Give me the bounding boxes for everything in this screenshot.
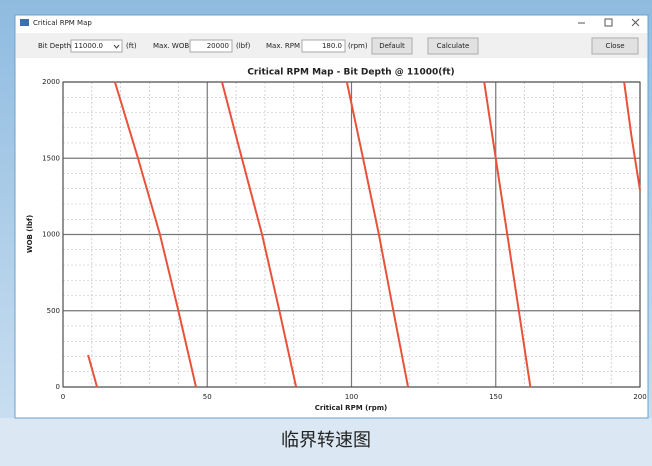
app-icon (20, 19, 29, 26)
max-rpm-label: Max. RPM (266, 42, 300, 50)
x-tick-label: 150 (489, 393, 502, 401)
bit-depth-label: Bit Depth (38, 42, 71, 50)
y-tick-label: 1500 (42, 154, 60, 162)
x-tick-label: 0 (61, 393, 65, 401)
y-axis-label: WOB (lbf) (26, 215, 34, 253)
window-title: Critical RPM Map (33, 19, 92, 27)
max-wob-label: Max. WOB (153, 42, 189, 50)
calculate-button-label: Calculate (437, 42, 470, 50)
close-button-label: Close (605, 42, 624, 50)
x-tick-label: 200 (633, 393, 646, 401)
x-tick-label: 100 (345, 393, 358, 401)
y-tick-label: 500 (47, 307, 60, 315)
page: {"window": {"title": "Critical RPM Map"}… (0, 0, 652, 466)
default-button-label: Default (379, 42, 405, 50)
max-rpm-unit: (rpm) (348, 42, 368, 50)
y-tick-label: 0 (56, 383, 60, 391)
max-rpm-value: 180.0 (322, 42, 342, 50)
caption: 临界转速图 (281, 430, 371, 451)
bit-depth-unit: (ft) (126, 42, 137, 50)
x-tick-label: 50 (203, 393, 212, 401)
max-wob-value: 20000 (207, 42, 229, 50)
x-axis-label: Critical RPM (rpm) (315, 404, 388, 412)
screenshot: 临界转速图 Critical RPM Map Bit Depth 11000.0… (0, 0, 652, 466)
max-wob-unit: (lbf) (236, 42, 251, 50)
bit-depth-value: 11000.0 (74, 42, 103, 50)
y-tick-label: 1000 (42, 231, 60, 239)
chart-title: Critical RPM Map - Bit Depth @ 11000(ft) (247, 68, 454, 78)
y-tick-label: 2000 (42, 78, 60, 86)
